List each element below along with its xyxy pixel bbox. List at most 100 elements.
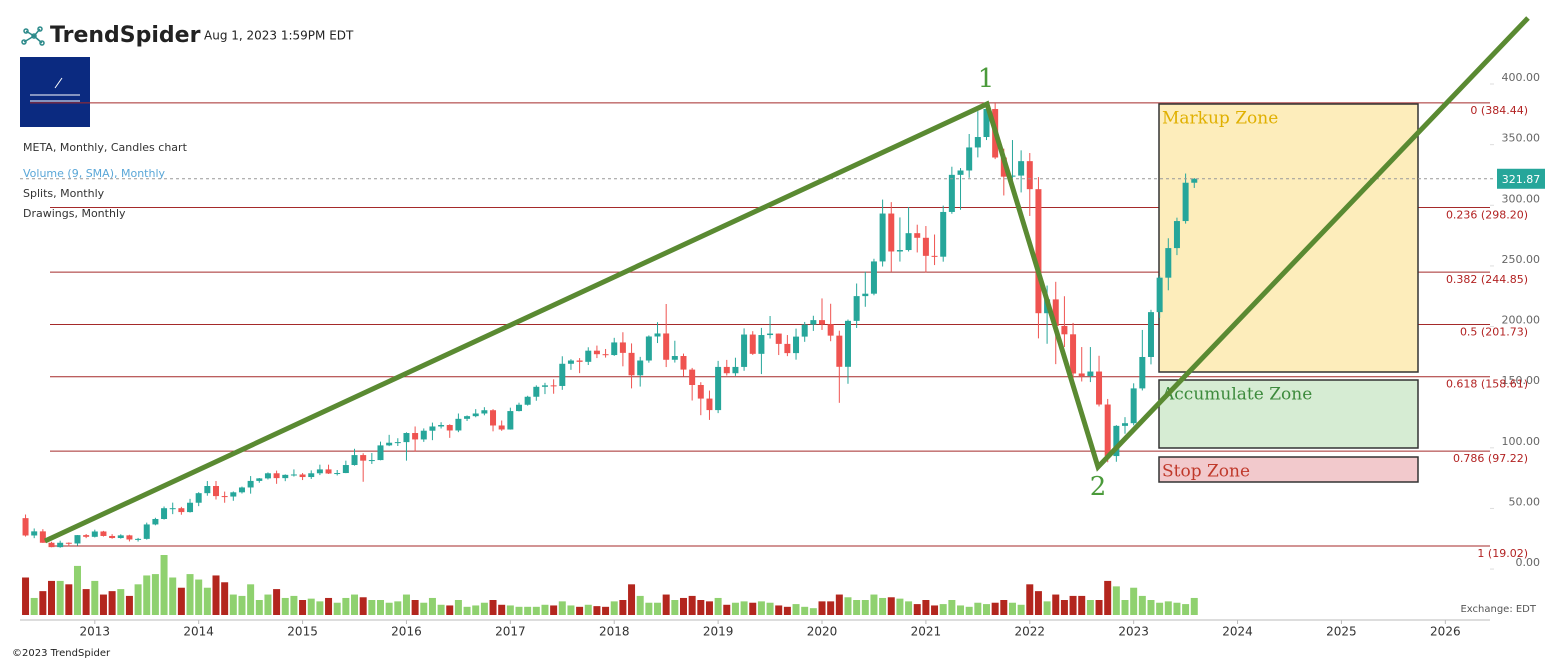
candle-body [1052,299,1059,326]
candle-body [1087,371,1094,377]
candle-body [256,478,263,481]
candle-body [230,492,237,497]
legend-line[interactable]: Drawings, Monthly [23,207,126,220]
candle-body [386,442,393,446]
volume-bar [1104,580,1112,615]
legend-line[interactable]: Volume (9, SMA), Monthly [23,167,166,180]
candle-body [516,404,523,412]
symbol-logo [20,57,90,127]
wave-label: 1 [978,64,995,94]
volume-bar [749,602,757,615]
x-tick-label: 2014 [183,625,214,639]
volume-bar [844,597,852,615]
volume-bar [1069,595,1077,615]
volume-bar [835,594,843,615]
candle-body [1182,182,1189,222]
candle-body [282,474,289,479]
candle-body [464,416,471,419]
zone-box [1158,456,1419,483]
volume-bar [342,597,350,615]
candle-body [342,465,349,474]
candle-body [412,433,419,440]
volume-bar [169,577,177,615]
candle-body [896,250,903,252]
candle-body [585,350,592,362]
candle-body [334,473,341,475]
candle-body [1104,404,1111,457]
candle-body [888,213,895,252]
zone-label: Stop Zone [1162,462,1250,482]
volume-bar [117,589,125,615]
volume-bar [454,600,462,615]
volume-bar [610,601,618,615]
candle-body [438,425,445,427]
volume-bar [359,597,367,615]
volume-bar [385,602,393,615]
candle-body [360,455,367,461]
volume-bar [203,587,211,615]
y-tick-label: 150.00 [1502,374,1541,387]
candle-body [628,352,635,376]
candle-body [853,296,860,321]
x-tick-label: 2019 [703,625,734,639]
logo-mark [30,77,80,102]
candle-body [498,425,505,430]
x-tick-label: 2017 [495,625,526,639]
candle-body [827,324,834,336]
fib-label: 0.618 (158.61) [1446,378,1528,391]
candle-body [1191,178,1198,183]
candle-body [1026,161,1033,190]
volume-bar [91,580,99,615]
candle-body [325,469,332,474]
candle-body [922,237,929,256]
candle-body [680,356,687,370]
candle-body [152,518,159,525]
volume-bar [428,597,436,615]
candle-body [689,369,696,385]
volume-bar [1182,604,1190,615]
candle-body [862,293,869,297]
candle-body [57,542,64,548]
volume-bar [550,605,558,615]
volume-bar [705,601,713,615]
candle-body [1147,312,1154,357]
volume-bar [957,605,965,615]
volume-bar [1147,600,1155,615]
candle-body [316,469,323,474]
legend-line[interactable]: Splits, Monthly [23,187,105,200]
volume-bar [368,600,376,615]
volume-bar [73,565,81,615]
x-tick-label: 2016 [391,625,422,639]
candle-body [550,385,557,387]
candle-body [221,496,228,498]
candle-body [299,474,306,478]
candle-body [161,508,168,519]
volume-bar [1164,601,1172,615]
candle-body [810,320,817,325]
candle-body [238,487,245,493]
brand: TrendSpider [50,23,201,48]
volume-bar [982,604,990,615]
candle-body [135,538,142,540]
volume-bar [177,587,185,615]
candle-body [1009,175,1016,177]
candle-body [109,535,116,539]
candle-body [723,366,730,374]
candle-body [351,455,358,466]
candle-body [793,336,800,354]
fib-label: 0.382 (244.85) [1446,273,1528,286]
candle-body [1078,373,1085,377]
volume-bar [65,584,73,615]
candle-body [446,425,453,431]
volume-bar [636,595,644,615]
candle-body [195,493,202,503]
volume-bar [1017,604,1025,615]
volume-bar [731,602,739,615]
volume-bar [143,575,151,615]
volume-bar [498,604,506,615]
candle-body [126,535,133,540]
volume-bar [809,608,817,615]
y-tick-label: 200.00 [1502,314,1541,327]
candle-body [1139,356,1146,389]
volume-bar [39,591,47,615]
